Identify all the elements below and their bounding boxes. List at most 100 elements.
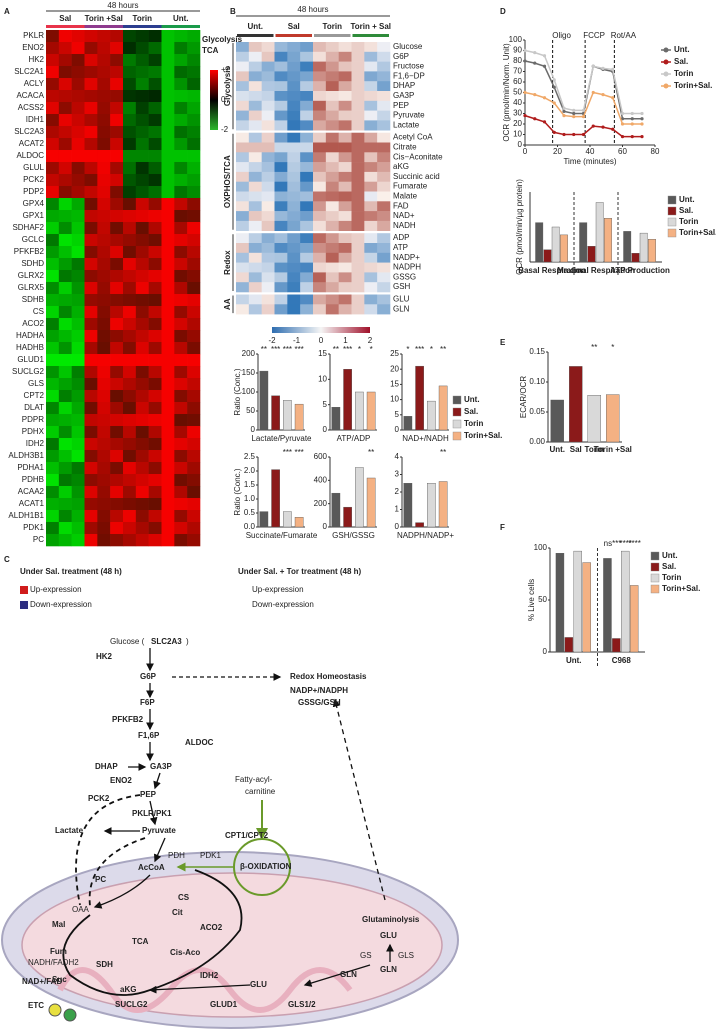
y-tick-label: 0.00 (529, 437, 545, 446)
heatmap-cell (236, 220, 250, 231)
heatmap-cell (110, 234, 124, 247)
metabolite-label: Lactate (393, 120, 420, 129)
injection-label: Rot/AA (611, 31, 637, 40)
heatmap-cell (161, 366, 175, 379)
diagram-label: TCA (132, 937, 149, 946)
heatmap-cell (274, 282, 288, 293)
heatmap-cell (364, 252, 378, 263)
heatmap-cell (110, 138, 124, 151)
heatmap-cell (71, 486, 85, 499)
heatmap-cell (148, 174, 162, 187)
heatmap-cell (236, 91, 250, 102)
heatmap-cell (148, 210, 162, 223)
group-color-bar (237, 34, 274, 37)
heatmap-cell (248, 171, 262, 182)
diagram-label: PDK1 (200, 851, 221, 860)
heatmap-cell (187, 450, 201, 463)
heatmap-cell (274, 201, 288, 212)
y-tick-label: 0.05 (529, 407, 545, 416)
heatmap-cell (351, 243, 365, 254)
heatmap-cell (97, 510, 111, 523)
heatmap-cell (135, 150, 149, 163)
point (640, 111, 644, 116)
heatmap-cell (135, 438, 149, 451)
bar (438, 481, 448, 528)
heatmap-cell (351, 294, 365, 305)
heatmap-cell (377, 81, 391, 92)
heatmap-cell (123, 186, 137, 199)
heatmap-cell (313, 152, 327, 163)
diagram-label: OAA (72, 905, 90, 914)
heatmap-cell (58, 78, 72, 91)
heatmap-cell (338, 61, 352, 72)
pathway-arrows (62, 648, 394, 996)
heatmap-cell (161, 522, 175, 535)
heatmap-cell (261, 211, 275, 222)
heatmap-cell (110, 486, 124, 499)
y-tick-label: 2.5 (244, 452, 256, 461)
diagram-label: PEP (140, 790, 157, 799)
heatmap-cell (123, 114, 137, 127)
heatmap-cell (248, 120, 262, 131)
heatmap-cell (287, 181, 301, 192)
scale-label: 1 (343, 336, 348, 345)
heatmap-cell (338, 181, 352, 192)
heatmap-cell (364, 220, 378, 231)
significance: *** (343, 345, 352, 354)
heatmap-cell (338, 110, 352, 121)
heatmap-cell (71, 246, 85, 259)
heatmap-cell (274, 91, 288, 102)
point (591, 64, 595, 68)
heatmap-cell (364, 51, 378, 62)
heatmap-cell (248, 220, 262, 231)
heatmap-cell (84, 198, 98, 211)
heatmap-cell (110, 450, 124, 463)
gene-label: SUCLG2 (12, 367, 45, 376)
heatmap-cell (135, 462, 149, 475)
heatmap-cell (110, 414, 124, 427)
legend-label: Unt. (679, 195, 695, 204)
heatmap-cell (46, 162, 60, 175)
heatmap-cell (377, 71, 391, 82)
heatmap-cell (123, 498, 137, 511)
significance: ** (368, 448, 374, 457)
heatmap-cell (84, 234, 98, 247)
heatmap-cell (123, 294, 137, 307)
metabolite-label: ATP (393, 243, 408, 252)
legend-swatch (667, 206, 677, 216)
heatmap-cell (187, 246, 201, 259)
heatmap-cell (84, 402, 98, 415)
point (552, 78, 556, 82)
heatmap-cell (236, 181, 250, 192)
heatmap-cell (97, 450, 111, 463)
heatmap-cell (161, 162, 175, 175)
diagram-label: Cis-Aco (170, 948, 200, 957)
significance: **** (628, 539, 640, 548)
heatmap-cell (174, 294, 188, 307)
heatmap-cell (161, 378, 175, 391)
heatmap-cell (248, 191, 262, 202)
y-tick-label: 50 (246, 406, 255, 415)
bar (579, 222, 588, 263)
heatmap-cell (287, 132, 301, 143)
heatmap-cell (161, 474, 175, 487)
heatmap-cell (123, 162, 137, 175)
heatmap-cell (261, 201, 275, 212)
heatmap-cell (110, 210, 124, 223)
heatmap-cell (148, 474, 162, 487)
heatmap-cell (274, 61, 288, 72)
heatmap-cell (313, 120, 327, 131)
heatmap-cell (84, 114, 98, 127)
heatmap-cell (123, 138, 137, 151)
heatmap-cell (313, 262, 327, 273)
heatmap-cell (236, 120, 250, 131)
heatmap-cell (248, 100, 262, 111)
heatmap-cell (123, 438, 137, 451)
x-tick-label: Sal (570, 445, 582, 454)
heatmap-cell (123, 258, 137, 271)
heatmap-cell (174, 30, 188, 43)
heatmap-cell (174, 354, 188, 367)
scale-label: 0 (221, 95, 226, 104)
heatmap-cell (174, 210, 188, 223)
heatmap-cell (187, 114, 201, 127)
